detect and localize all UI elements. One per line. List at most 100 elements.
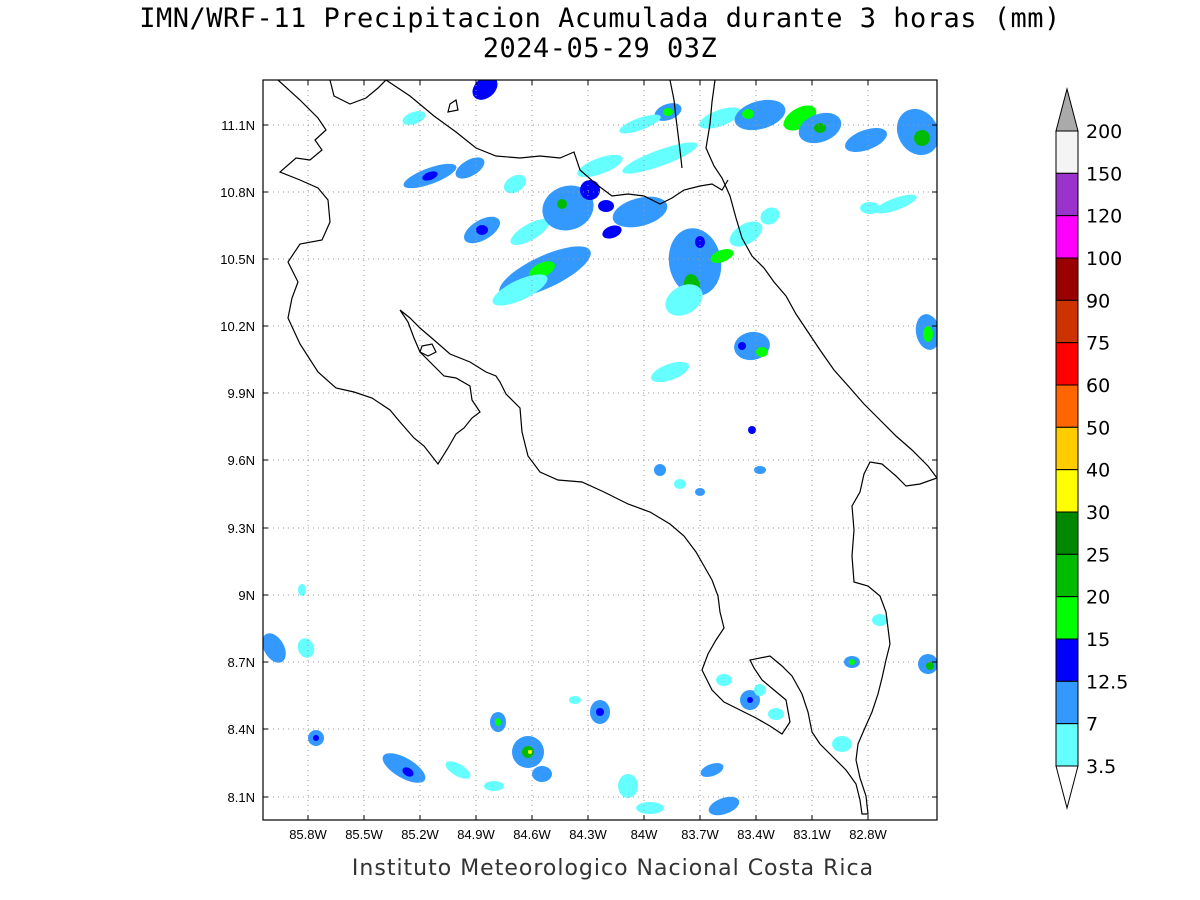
colorbar: 200 150 120 100 90 75 60 50 40 30 25 20 15 12.5 7 3.5 xyxy=(1055,87,1128,810)
precip-cell xyxy=(313,735,319,741)
precip-cell xyxy=(729,221,763,247)
precip-cell xyxy=(577,154,623,178)
colorbar-label: 15 xyxy=(1086,629,1110,651)
colorbar-segment xyxy=(1055,596,1079,640)
precip-cell xyxy=(695,236,705,248)
lake-shore xyxy=(329,80,387,105)
precip-cell xyxy=(663,108,673,116)
colorbar-label: 25 xyxy=(1086,544,1110,566)
precip-cell xyxy=(297,638,315,658)
colorbar-label: 60 xyxy=(1086,375,1110,397)
colorbar-segment xyxy=(1055,638,1079,682)
precip-cell xyxy=(754,684,766,696)
precip-cell xyxy=(619,114,661,134)
precip-cell xyxy=(832,736,852,752)
precip-cell xyxy=(422,171,438,181)
precip-cell xyxy=(860,202,880,214)
plot-frame xyxy=(262,79,938,821)
precip-cell xyxy=(700,763,724,777)
precip-cell xyxy=(445,761,471,779)
colorbar-segment xyxy=(1055,215,1079,259)
y-tick-label: 10.8N xyxy=(220,185,255,200)
precip-cell xyxy=(926,662,934,670)
precip-cell xyxy=(602,225,622,239)
precip-cell xyxy=(596,708,604,716)
x-tick-label: 82.8W xyxy=(849,827,887,842)
y-tick-label: 11.1N xyxy=(221,118,255,133)
colorbar-segment xyxy=(1055,553,1079,598)
precip-cell xyxy=(651,361,689,383)
y-tick-label: 8.1N xyxy=(228,790,255,805)
precip-cell xyxy=(622,142,698,174)
pacific-coastline xyxy=(277,80,891,815)
colorbar-segment xyxy=(1055,172,1079,217)
colorbar-segment xyxy=(1055,299,1079,344)
precip-cell xyxy=(510,219,550,246)
precip-cell xyxy=(263,633,286,663)
precip-cell xyxy=(754,466,766,474)
colorbar-segment xyxy=(1055,342,1079,386)
precip-cell xyxy=(618,774,638,798)
precip-cell xyxy=(654,464,666,476)
precip-cell xyxy=(598,200,614,212)
precip-cell xyxy=(748,426,756,434)
colorbar-segment xyxy=(1055,384,1079,428)
colorbar-label: 200 xyxy=(1086,121,1122,143)
coastlines xyxy=(277,80,937,815)
colorbar-segment xyxy=(1055,130,1079,174)
x-tick-label: 85.8W xyxy=(289,827,327,842)
colorbar-label: 20 xyxy=(1086,587,1110,609)
x-tick-label: 85.5W xyxy=(345,827,383,842)
precip-cell xyxy=(760,207,780,225)
precip-cell xyxy=(768,708,784,720)
colorbar-label: 12.5 xyxy=(1086,671,1128,693)
precip-cell xyxy=(495,718,501,726)
precip-cell xyxy=(484,781,504,791)
small-island xyxy=(447,99,459,113)
colorbar-segment xyxy=(1055,469,1079,513)
precip-cell xyxy=(716,674,732,686)
precip-cell xyxy=(580,180,600,200)
precip-cell xyxy=(472,80,498,100)
precip-cell xyxy=(695,488,705,496)
colorbar-label: 100 xyxy=(1086,248,1122,270)
precip-cell xyxy=(849,659,855,665)
precip-cell xyxy=(668,228,722,296)
precip-cell xyxy=(875,194,917,214)
precip-cell xyxy=(708,796,740,816)
x-tick-label: 83.1W xyxy=(793,827,831,842)
x-tick-label: 85.2W xyxy=(401,827,439,842)
precip-cell xyxy=(665,284,703,316)
precip-cell xyxy=(747,697,753,703)
colorbar-label: 7 xyxy=(1086,714,1098,736)
precip-cell xyxy=(612,196,668,228)
precipitation-field xyxy=(263,80,937,816)
axis-ticks: 85.8W 85.5W 85.2W 84.9W 84.6W 84.3W 84W 83.7W 83… xyxy=(220,80,937,842)
precip-cell xyxy=(872,614,888,626)
colorbar-segment xyxy=(1055,257,1079,301)
y-tick-label: 10.2N xyxy=(220,319,255,334)
colorbar-label: 150 xyxy=(1086,163,1122,185)
precip-cell xyxy=(845,127,887,153)
precip-cell xyxy=(298,584,306,596)
y-tick-label: 8.7N xyxy=(228,655,255,670)
precip-cell xyxy=(455,157,485,179)
precip-cell xyxy=(528,750,532,754)
panama-border xyxy=(851,461,937,645)
northern-border xyxy=(385,80,729,205)
y-tick-label: 9.6N xyxy=(228,453,255,468)
precip-cell xyxy=(528,261,556,279)
precip-cell xyxy=(674,479,686,489)
island xyxy=(419,343,437,357)
map-subtitle: 2024-05-29 03Z xyxy=(482,33,718,64)
precip-cell xyxy=(569,696,581,704)
precip-cell xyxy=(636,802,664,814)
y-tick-label: 9.9N xyxy=(228,386,255,401)
precip-cell xyxy=(756,347,768,357)
precip-cell xyxy=(503,174,527,194)
y-tick-label: 9N xyxy=(238,588,255,603)
precip-cell xyxy=(738,342,746,350)
precip-cell xyxy=(814,123,826,133)
colorbar-label: 120 xyxy=(1086,206,1122,228)
